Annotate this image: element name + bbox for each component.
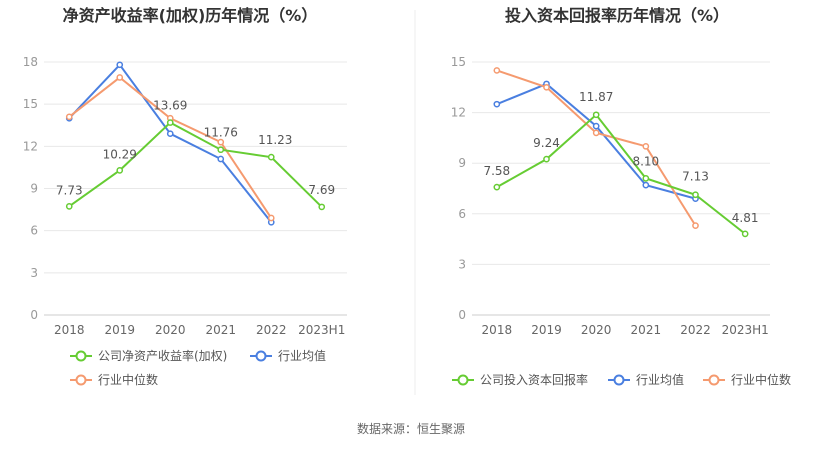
x-tick-label: 2021 (205, 323, 236, 337)
y-tick-label: 12 (23, 139, 38, 153)
data-point-company (543, 155, 550, 163)
data-point-company (692, 191, 699, 199)
data-label: 7.13 (682, 170, 709, 184)
x-tick-label: 2019 (531, 323, 562, 337)
data-label: 11.23 (258, 133, 292, 147)
x-tick-label: 2022 (680, 323, 711, 337)
legend-swatch-marker (708, 374, 720, 386)
chart-title: 投入资本回报率历年情况（%） (505, 6, 729, 25)
legend-label: 行业均值 (636, 372, 684, 387)
x-tick-label: 2018 (482, 323, 513, 337)
y-tick-label: 3 (30, 266, 38, 280)
data-point-company (267, 153, 275, 161)
series-line-industry_avg (68, 63, 273, 223)
data-point-company (741, 230, 749, 238)
data-label: 7.69 (308, 183, 335, 197)
data-point-industry_median (543, 83, 550, 91)
legend-item-industry_avg: 行业均值 (608, 372, 684, 387)
legend-swatch-marker (457, 374, 469, 386)
y-tick-label: 6 (30, 224, 38, 238)
data-label: 13.69 (153, 99, 187, 113)
data-point-company (116, 167, 124, 174)
data-point-industry_median (65, 113, 73, 121)
data-label: 4.81 (732, 211, 759, 225)
data-point-company (493, 183, 501, 191)
data-point-company (642, 175, 650, 182)
data-point-company (217, 146, 225, 154)
x-tick-label: 2018 (54, 323, 85, 337)
legend-item-industry_median: 行业中位数 (703, 372, 791, 387)
data-point-industry_avg (217, 155, 225, 163)
y-tick-label: 9 (30, 182, 38, 196)
y-tick-label: 6 (458, 207, 466, 221)
x-tick-label: 2019 (104, 323, 135, 337)
chart-title: 净资产收益率(加权)历年情况（%） (63, 6, 318, 25)
data-point-industry_median (642, 142, 650, 150)
x-tick-label: 2020 (155, 323, 186, 337)
source-text: 数据来源：恒生聚源 (357, 421, 465, 436)
data-point-industry_avg (642, 181, 650, 189)
x-tick-label: 2021 (631, 323, 662, 337)
data-point-industry_median (217, 138, 225, 146)
y-tick-label: 3 (458, 257, 466, 271)
legend-item-industry_median: 行业中位数 (70, 372, 158, 387)
data-point-industry_median (267, 214, 275, 222)
legend-label: 行业中位数 (98, 372, 158, 387)
data-label: 7.73 (56, 183, 83, 197)
data-label: 8.10 (632, 154, 659, 168)
legend-swatch-marker (613, 374, 625, 386)
series-line-company (68, 121, 323, 208)
y-tick-label: 0 (30, 308, 38, 322)
y-tick-label: 15 (23, 97, 38, 111)
data-label: 9.24 (533, 136, 560, 150)
data-point-company (65, 203, 73, 210)
chart-panel-1: 净资产收益率(加权)历年情况（%） 0 3 6 9 12 15 18 2018 2019 2020 2… (23, 6, 347, 387)
x-tick-label: 2022 (256, 323, 287, 337)
legend-label: 公司净资产收益率(加权) (98, 348, 227, 363)
chart-panel-2: 投入资本回报率历年情况（%） 0 3 6 9 12 15 2018 2019 2020 2021 20… (451, 6, 791, 387)
x-tick-label: 2023H1 (298, 323, 345, 337)
legend-item-company: 公司净资产收益率(加权) (70, 348, 227, 363)
data-point-industry_median (692, 222, 699, 229)
legend-swatch-marker (255, 350, 267, 362)
legend-label: 行业中位数 (731, 372, 791, 387)
data-label: 11.76 (204, 126, 238, 140)
legend-swatch-marker (75, 350, 87, 362)
y-tick-label: 12 (451, 106, 466, 120)
data-point-industry_avg (493, 100, 501, 108)
y-tick-label: 15 (451, 55, 466, 69)
y-tick-label: 18 (23, 55, 38, 69)
data-point-industry_avg (166, 130, 174, 138)
y-tick-label: 0 (458, 308, 466, 322)
x-tick-label: 2020 (581, 323, 612, 337)
data-label: 11.87 (579, 90, 613, 104)
data-label: 7.58 (483, 164, 510, 178)
legend-label: 行业均值 (278, 348, 326, 363)
data-point-industry_avg (592, 122, 600, 130)
legend-label: 公司投入资本回报率 (480, 372, 588, 387)
x-tick-label: 2023H1 (722, 323, 769, 337)
data-point-company (592, 111, 600, 119)
data-point-company (318, 203, 326, 211)
data-label: 10.29 (103, 147, 137, 161)
data-point-industry_median (592, 129, 600, 137)
legend-item-company: 公司投入资本回报率 (452, 372, 588, 387)
data-point-company (166, 119, 174, 126)
data-point-industry_avg (116, 61, 124, 69)
data-point-industry_median (116, 74, 124, 81)
legend-swatch-marker (75, 374, 87, 386)
y-tick-label: 9 (458, 156, 466, 170)
legend-item-industry_avg: 行业均值 (250, 348, 326, 363)
series-line-company (496, 113, 746, 235)
data-point-industry_median (493, 67, 501, 74)
